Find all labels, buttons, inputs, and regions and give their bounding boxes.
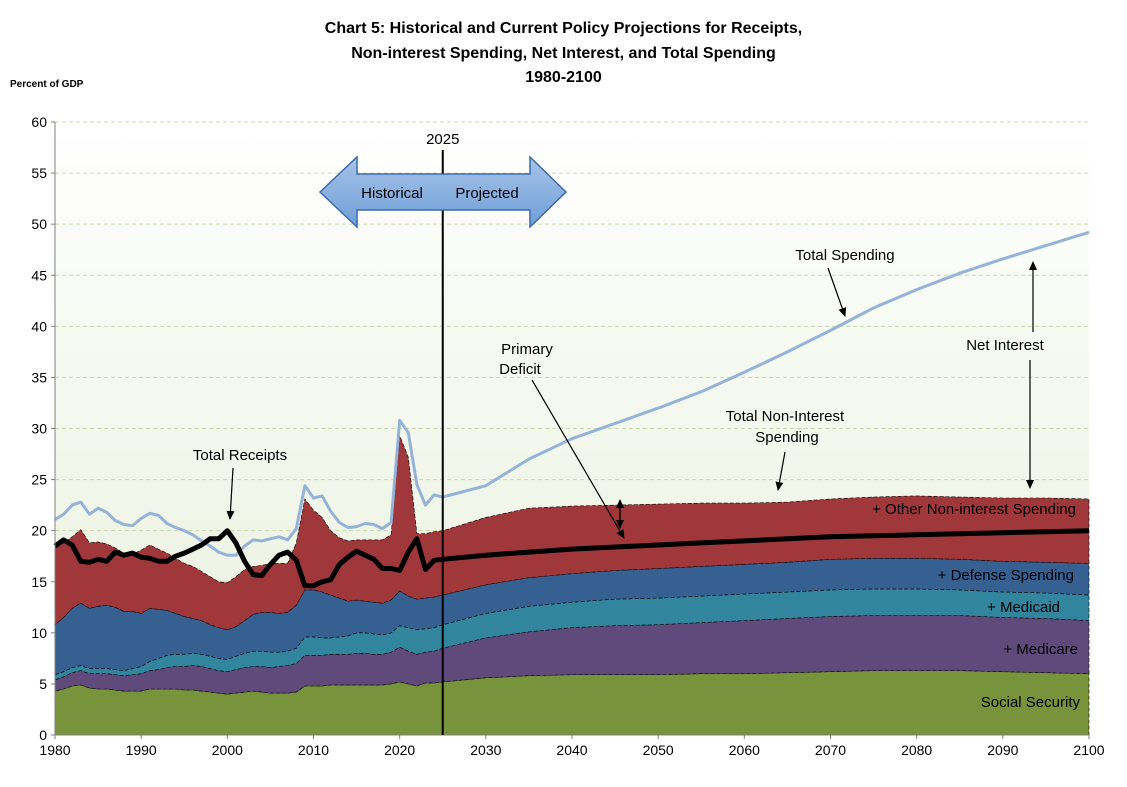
annotation-primary-deficit-2: Deficit — [499, 361, 542, 378]
y-tick-label: 55 — [31, 165, 47, 181]
divider-label: 2025 — [426, 131, 459, 148]
area-other-non-interest-spending — [54, 435, 1090, 631]
x-tick-label: 2020 — [384, 742, 415, 758]
historical-label: Historical — [361, 185, 423, 202]
y-tick-label: 10 — [31, 625, 47, 641]
annotation-total-noninterest-1: Total Non-Interest — [726, 408, 845, 425]
y-tick-label: 25 — [31, 472, 47, 488]
y-tick-label: 5 — [39, 676, 47, 692]
label-other-noninterest: + Other Non-interest Spending — [872, 501, 1076, 518]
y-tick-label: 60 — [31, 114, 47, 130]
x-tick-label: 2040 — [556, 742, 587, 758]
x-tick-label: 2010 — [298, 742, 329, 758]
chart-title-line-1: Chart 5: Historical and Current Policy P… — [324, 20, 803, 37]
x-tick-label: 2050 — [643, 742, 674, 758]
y-tick-label: 15 — [31, 574, 47, 590]
annotation-primary-deficit-1: Primary — [501, 341, 553, 358]
x-tick-label: 1980 — [39, 742, 70, 758]
y-tick-label: 45 — [31, 267, 47, 283]
y-tick-label: 0 — [39, 727, 47, 743]
y-tick-label: 35 — [31, 369, 47, 385]
label-medicare: + Medicare — [1003, 641, 1078, 658]
projected-label: Projected — [455, 185, 518, 202]
y-tick-label: 40 — [31, 318, 47, 334]
x-tick-label: 2030 — [470, 742, 501, 758]
area-defense-spending — [54, 558, 1090, 676]
arrow-total-noninterest — [775, 451, 786, 491]
y-tick-label: 20 — [31, 523, 47, 539]
y-axis-label: Percent of GDP — [10, 79, 84, 90]
line-total-spending — [54, 230, 1090, 557]
area-medicare — [54, 615, 1090, 695]
annotation-total-spending: Total Spending — [795, 247, 894, 264]
x-tick-label: 2100 — [1073, 742, 1104, 758]
annotation-net-interest: Net Interest — [966, 337, 1044, 354]
label-defense: + Defense Spending — [938, 567, 1074, 584]
chart-title-line-2: Non-interest Spending, Net Interest, and… — [351, 45, 776, 62]
line-total-receipts — [53, 528, 1090, 589]
arrow-total-receipts — [226, 467, 235, 520]
arrow-total-spending — [827, 267, 847, 317]
x-tick-label: 2000 — [212, 742, 243, 758]
x-tick-label: 2080 — [901, 742, 932, 758]
chart-title-line-3: 1980-2100 — [525, 69, 602, 86]
x-tick-label: 2070 — [815, 742, 846, 758]
arrow-primary-deficit — [531, 379, 625, 539]
annotation-total-noninterest-2: Spending — [755, 429, 818, 446]
historical-projected-arrow — [318, 155, 568, 229]
y-tick-label: 50 — [31, 216, 47, 232]
label-social-security: Social Security — [981, 694, 1081, 711]
annotation-total-receipts: Total Receipts — [193, 447, 287, 464]
x-tick-label: 1990 — [126, 742, 157, 758]
x-tick-label: 2060 — [729, 742, 760, 758]
x-tick-label: 2090 — [987, 742, 1018, 758]
label-medicaid: + Medicaid — [987, 599, 1060, 616]
y-tick-label: 30 — [31, 421, 47, 437]
